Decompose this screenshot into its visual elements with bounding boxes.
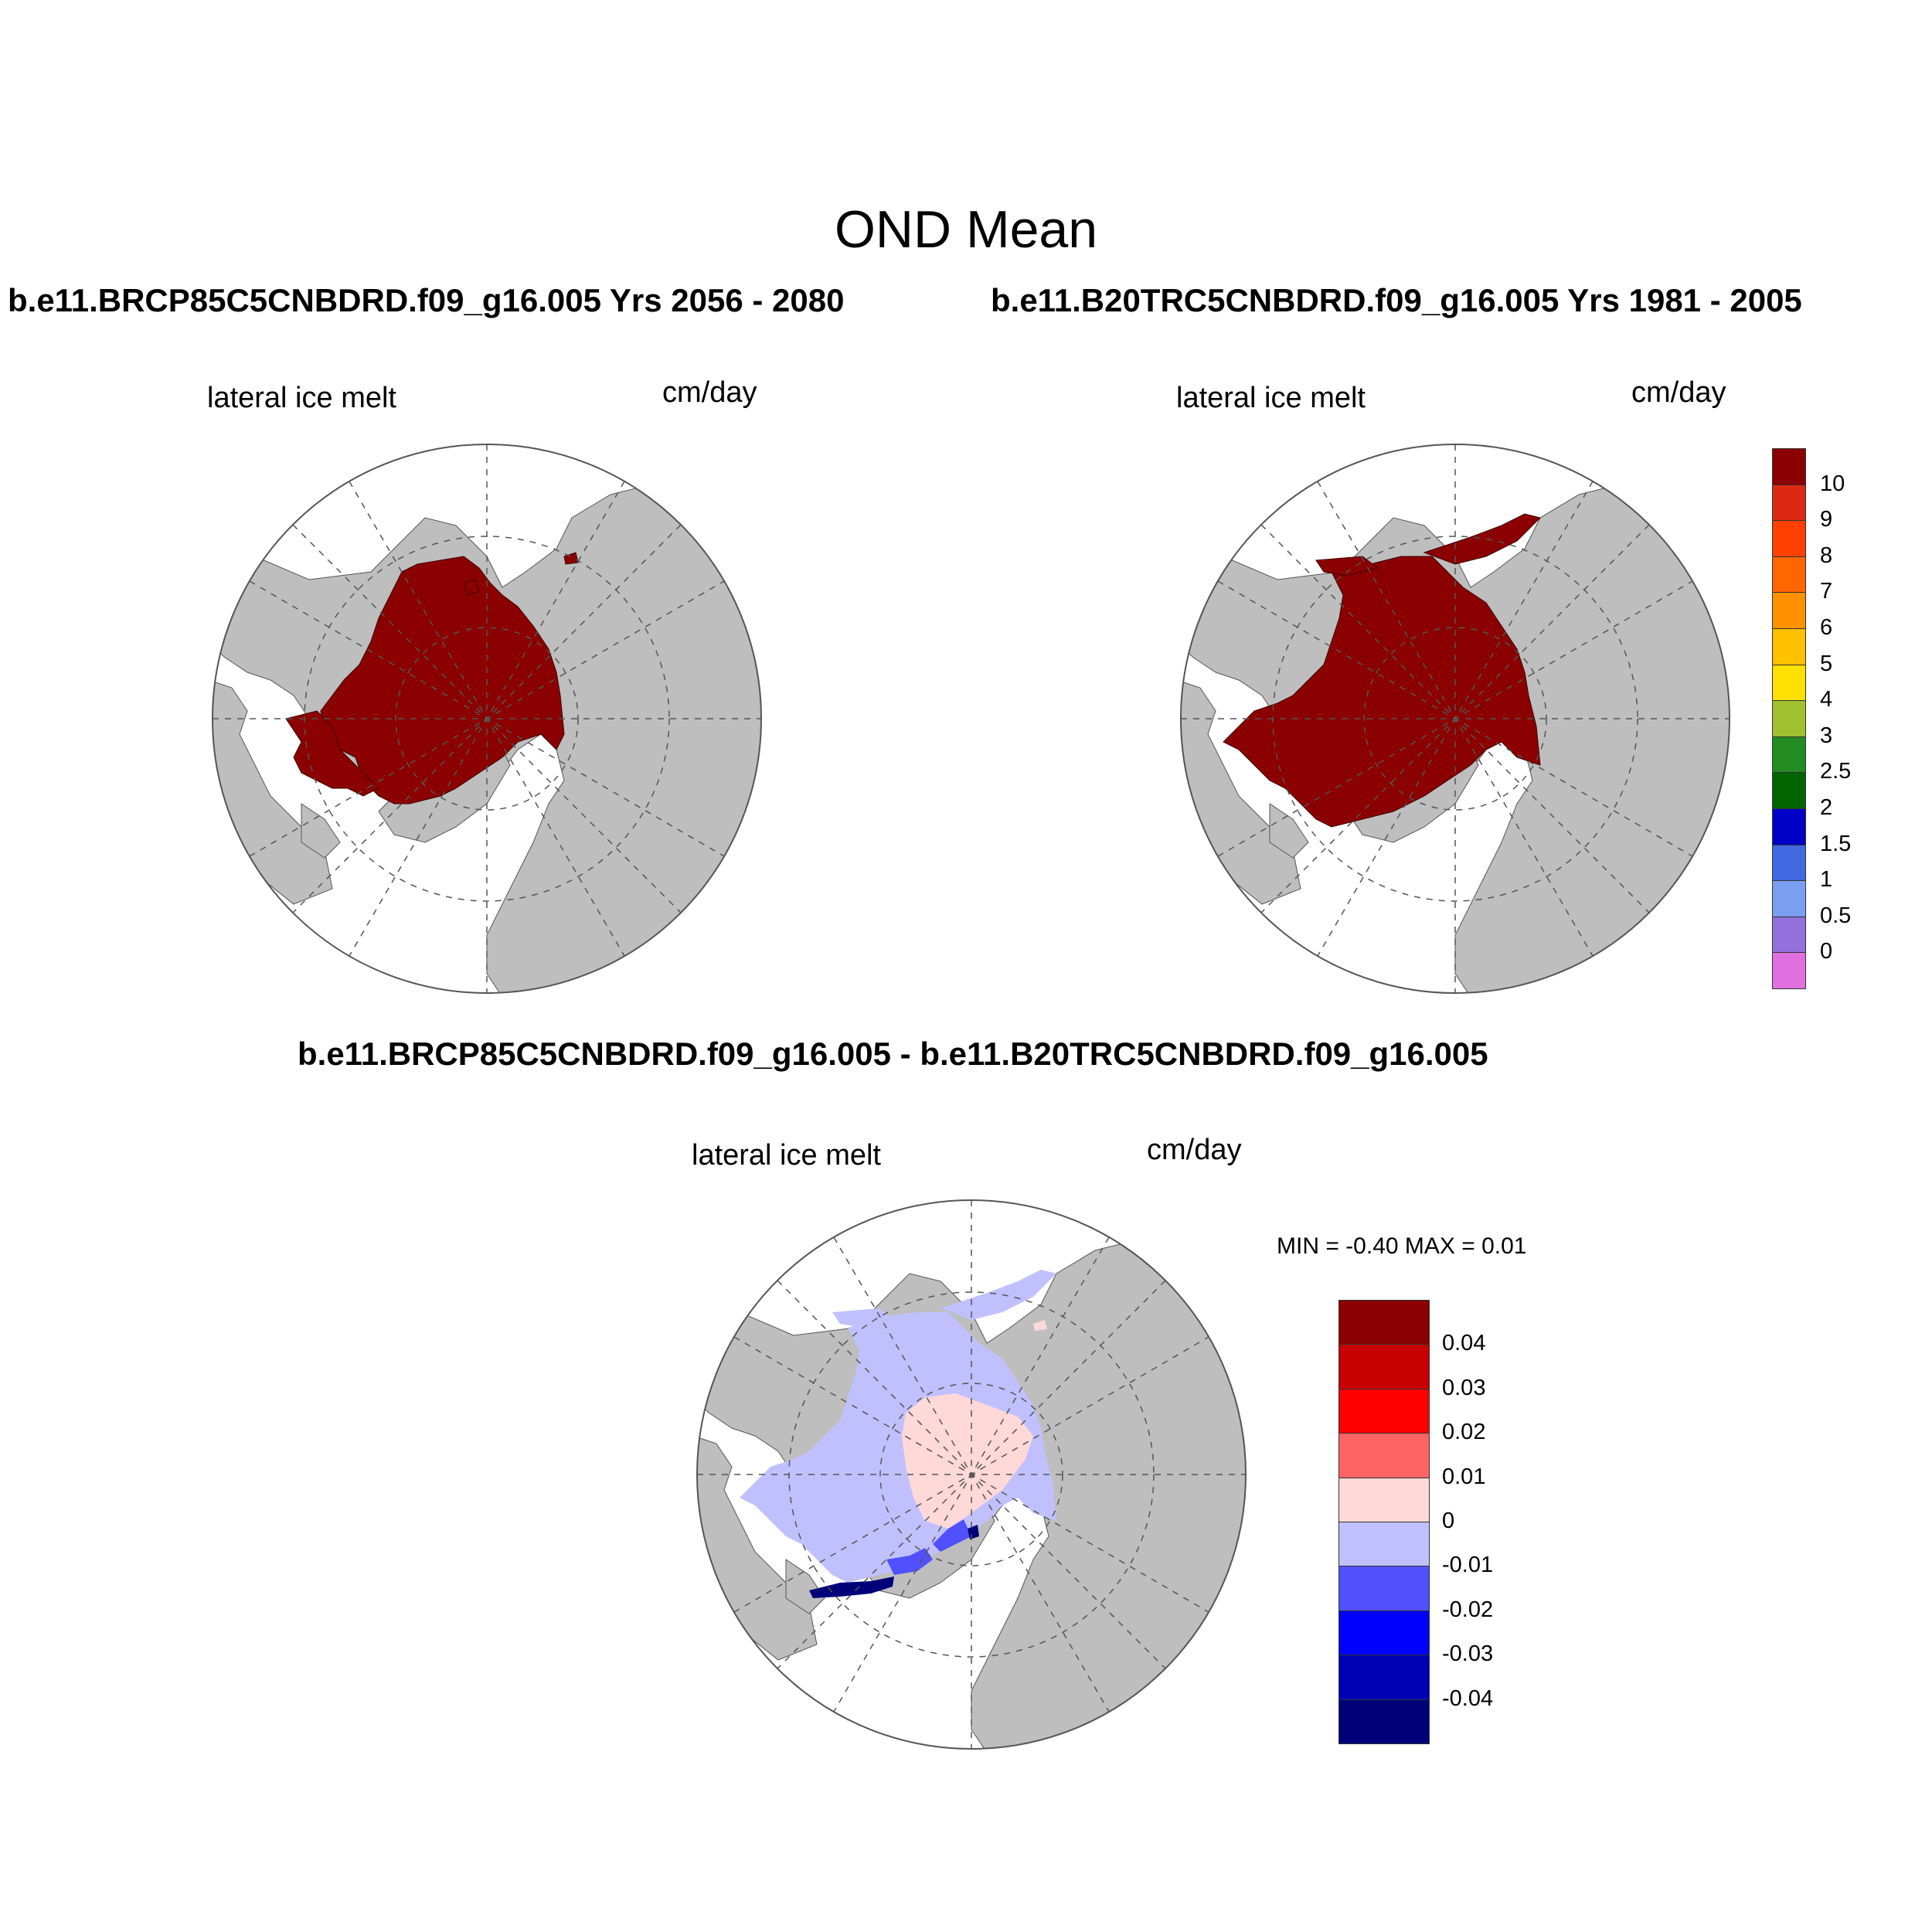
colorbar-diff-label: 0.04 (1442, 1331, 1486, 1356)
colorbar-diff-label: 0 (1442, 1509, 1455, 1533)
colorbar-diff-swatch (1338, 1344, 1430, 1389)
colorbar-diff-label: -0.04 (1442, 1685, 1494, 1711)
colorbar-diff-label: 0.01 (1442, 1464, 1486, 1489)
lateral-ice-melt-area (1223, 513, 1541, 828)
difference-dark-blue-area (809, 1525, 979, 1598)
colorbar-main-swatch (1772, 592, 1806, 629)
colorbar-diff-label: -0.01 (1442, 1553, 1494, 1578)
colorbar-main-label: 8 (1820, 543, 1833, 568)
difference-light-blue-area (740, 1270, 1056, 1583)
colorbar-difference: 0.04 0.03 0.02 0.01 0 -0.01 -0.02 -0.03 -0.04 (1338, 1300, 1493, 1745)
colorbar-main-swatch (1772, 952, 1806, 989)
colorbar-diff-swatch (1338, 1566, 1430, 1611)
colorbar-main-swatch (1772, 484, 1806, 522)
panel1-title: b.e11.BRCP85C5CNBDRD.f09_g16.005 Yrs 205… (8, 282, 845, 318)
colorbar-diff-swatch (1338, 1433, 1430, 1478)
colorbar-main-swatch (1772, 628, 1806, 665)
panel3-variable-label: lateral ice melt (692, 1139, 881, 1172)
colorbar-main-label: 3 (1820, 723, 1833, 748)
colorbar-diff-swatch (1338, 1522, 1430, 1567)
min-max-readout: MIN = -0.40 MAX = 0.01 (1277, 1233, 1527, 1259)
graticule (1181, 444, 1730, 993)
polar-map-panel1 (212, 444, 762, 994)
colorbar-main-label: 7 (1820, 579, 1833, 604)
polar-map-difference (696, 1199, 1247, 1750)
panel2-units-label: cm/day (1631, 376, 1726, 409)
map-boundary (212, 444, 762, 994)
map-boundary (1180, 444, 1730, 994)
panel1-units-label: cm/day (662, 376, 757, 409)
colorbar-main-label: 9 (1820, 507, 1833, 532)
colorbar-main-label: 2 (1820, 795, 1833, 820)
polar-map-panel2 (1180, 444, 1730, 994)
colorbar-main-swatch (1772, 808, 1806, 845)
colorbar-main: 10 9 8 7 6 5 4 3 2.5 2 1.5 1 0.5 0 (1772, 448, 1880, 989)
graticule (213, 444, 761, 993)
map-boundary (696, 1199, 1247, 1750)
colorbar-main-swatch (1772, 880, 1806, 917)
colorbar-main-label: 0 (1820, 939, 1833, 964)
colorbar-main-label: 4 (1820, 687, 1833, 713)
colorbar-diff-swatch (1338, 1610, 1430, 1656)
difference-light-pink-area (902, 1320, 1047, 1529)
colorbar-main-label: 5 (1820, 651, 1833, 676)
colorbar-diff-label: -0.03 (1442, 1641, 1494, 1667)
colorbar-diff-swatch (1338, 1477, 1430, 1522)
panel3-title: b.e11.BRCP85C5CNBDRD.f09_g16.005 - b.e11… (298, 1036, 1488, 1072)
graticule (697, 1200, 1246, 1749)
colorbar-main-swatch (1772, 844, 1806, 882)
colorbar-main-label: 0.5 (1820, 903, 1852, 928)
difference-blue-area (886, 1519, 971, 1575)
colorbar-main-label: 1.5 (1820, 831, 1852, 856)
colorbar-main-label: 2.5 (1820, 759, 1852, 784)
main-title: OND Mean (834, 200, 1098, 259)
lateral-ice-melt-area (285, 552, 579, 804)
colorbar-main-swatch (1772, 736, 1806, 774)
colorbar-main-swatch (1772, 664, 1806, 702)
colorbar-diff-swatch (1338, 1300, 1430, 1345)
colorbar-main-swatch (1772, 772, 1806, 809)
colorbar-diff-swatch (1338, 1388, 1430, 1434)
colorbar-diff-label: 0.02 (1442, 1420, 1486, 1445)
colorbar-diff-swatch (1338, 1655, 1430, 1700)
panel3-units-label: cm/day (1147, 1134, 1242, 1166)
panel2-title: b.e11.B20TRC5CNBDRD.f09_g16.005 Yrs 1981… (991, 282, 1802, 318)
colorbar-main-label: 1 (1820, 867, 1833, 893)
colorbar-main-label: 6 (1820, 615, 1833, 640)
colorbar-diff-label: -0.02 (1442, 1597, 1494, 1622)
panel2-variable-label: lateral ice melt (1176, 382, 1366, 414)
colorbar-diff-label: 0.03 (1442, 1375, 1486, 1400)
colorbar-main-swatch (1772, 556, 1806, 594)
colorbar-diff-swatch (1338, 1699, 1430, 1744)
panel1-variable-label: lateral ice melt (207, 382, 396, 414)
colorbar-main-swatch (1772, 916, 1806, 954)
colorbar-main-label: 10 (1820, 471, 1845, 496)
colorbar-main-swatch (1772, 520, 1806, 557)
colorbar-main-swatch (1772, 448, 1806, 485)
colorbar-main-swatch (1772, 700, 1806, 737)
